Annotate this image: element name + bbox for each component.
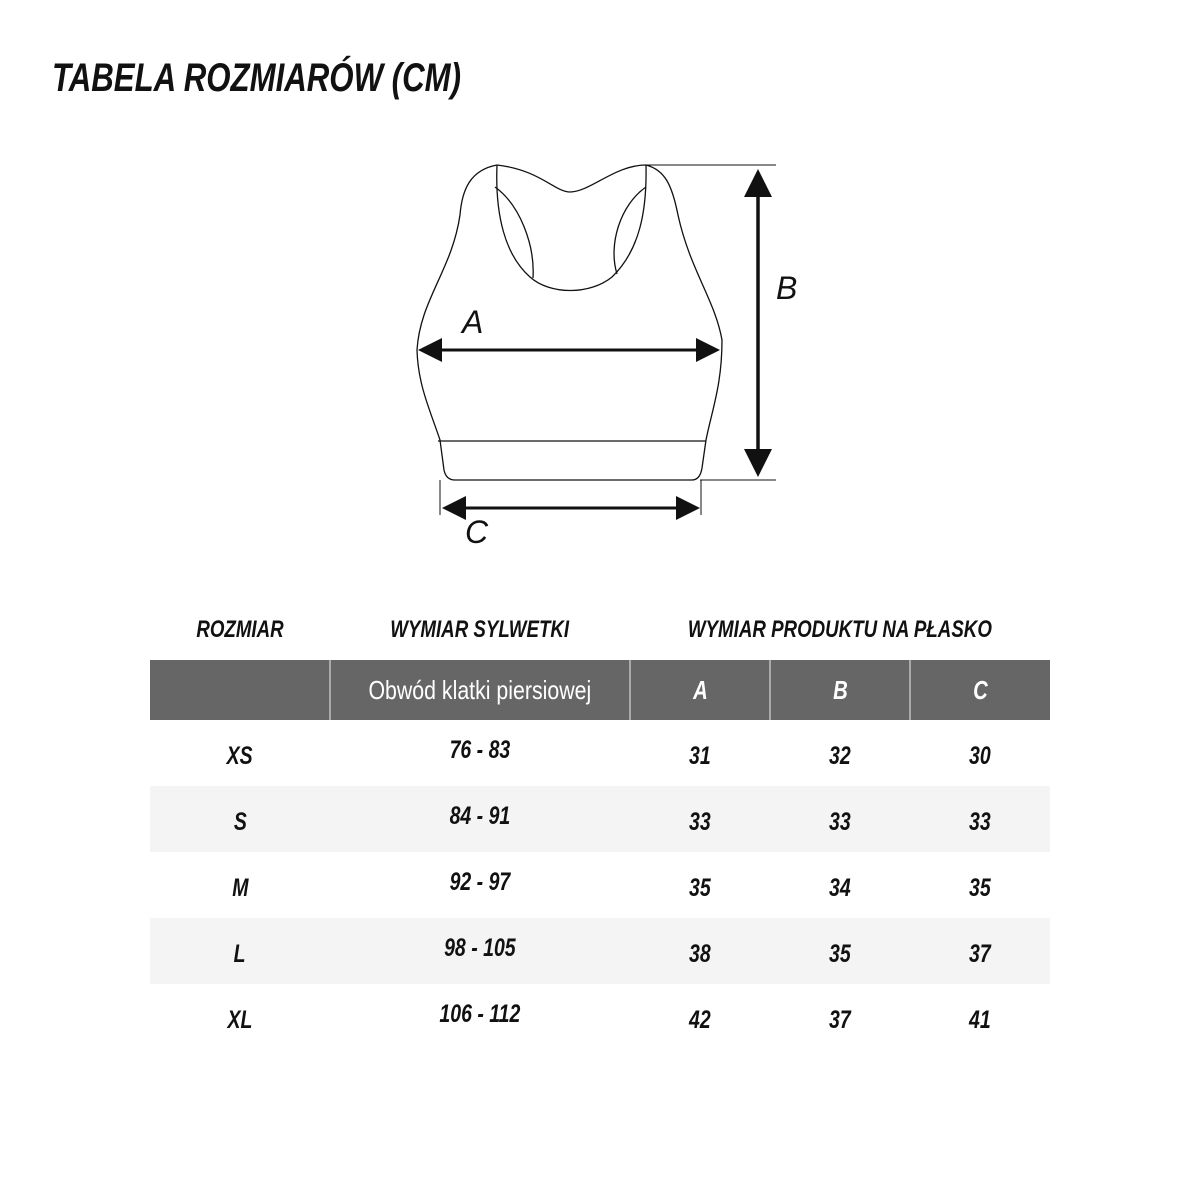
table-row: S 84 - 91 33 33 33 <box>150 786 1050 852</box>
table-row: M 92 - 97 35 34 35 <box>150 852 1050 918</box>
sports-bra-diagram: A B C <box>416 164 797 550</box>
table-header-row: Obwód klatki piersiowej A B C <box>150 660 1050 720</box>
cell-b: 32 <box>829 741 851 770</box>
header-product-measure: WYMIAR PRODUKTU NA PŁASKO <box>687 616 993 643</box>
table-row: XS 76 - 83 31 32 30 <box>150 720 1050 786</box>
header-body-measure: WYMIAR SYLWETKI <box>390 616 570 643</box>
cell-c: 30 <box>969 741 991 770</box>
cell-chest: 98 - 105 <box>330 918 630 984</box>
subheader-chest: Obwód klatki piersiowej <box>329 660 630 720</box>
cell-a: 31 <box>689 741 711 770</box>
cell-size: S <box>150 786 330 852</box>
cell-chest: 92 - 97 <box>449 867 511 896</box>
size-table: Obwód klatki piersiowej A B C XS 76 - 83 3… <box>150 660 1050 1050</box>
cell-size: M <box>231 873 249 902</box>
cell-chest: 84 - 91 <box>330 786 630 852</box>
cell-b: 34 <box>829 873 851 902</box>
label-a: A <box>460 304 483 340</box>
subheader-c: C <box>909 660 1050 720</box>
header-size: ROZMIAR <box>196 616 284 643</box>
subheader-b: B <box>769 660 910 720</box>
cell-c: 33 <box>910 786 1050 852</box>
cell-a: 42 <box>689 1005 711 1034</box>
dimension-guides <box>439 164 776 515</box>
table-row: L 98 - 105 38 35 37 <box>150 918 1050 984</box>
cell-a: 38 <box>630 918 770 984</box>
cell-size: XS <box>226 741 254 770</box>
subheader-a: A <box>629 660 770 720</box>
cell-size: XL <box>227 1005 253 1034</box>
label-c: C <box>465 514 489 550</box>
table-row: XL 106 - 112 42 37 41 <box>150 984 1050 1050</box>
cell-b: 35 <box>770 918 910 984</box>
cell-size: L <box>150 918 330 984</box>
cell-a: 33 <box>630 786 770 852</box>
garment-outline <box>416 164 723 481</box>
cell-a: 35 <box>689 873 711 902</box>
cell-b: 37 <box>829 1005 851 1034</box>
cell-c: 37 <box>910 918 1050 984</box>
cell-c: 41 <box>969 1005 991 1034</box>
cell-chest: 106 - 112 <box>439 999 521 1028</box>
cell-c: 35 <box>969 873 991 902</box>
page-title: TABELA ROZMIARÓW (CM) <box>52 56 461 100</box>
cell-chest: 76 - 83 <box>449 735 511 764</box>
label-b: B <box>776 270 797 306</box>
cell-b: 33 <box>770 786 910 852</box>
subheader-size <box>150 660 330 720</box>
